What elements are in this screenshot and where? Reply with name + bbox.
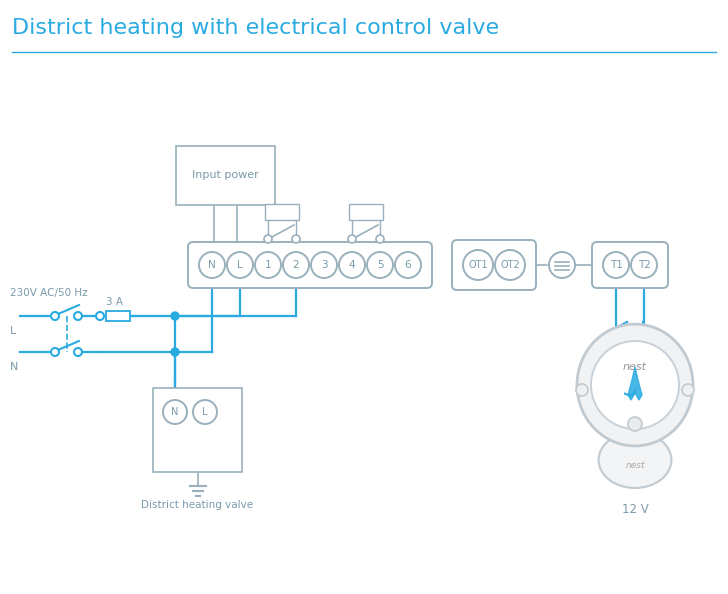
FancyBboxPatch shape: [176, 146, 275, 205]
Circle shape: [51, 312, 59, 320]
Circle shape: [227, 252, 253, 278]
Circle shape: [283, 252, 309, 278]
Circle shape: [628, 417, 642, 431]
Text: 3 A: 3 A: [106, 297, 124, 307]
Circle shape: [51, 348, 59, 356]
Circle shape: [395, 252, 421, 278]
Circle shape: [682, 384, 694, 396]
Text: 2: 2: [293, 260, 299, 270]
Circle shape: [348, 235, 356, 243]
Text: Input power: Input power: [192, 170, 259, 181]
Circle shape: [74, 312, 82, 320]
Circle shape: [163, 400, 187, 424]
Text: District heating with electrical control valve: District heating with electrical control…: [12, 18, 499, 38]
Circle shape: [199, 252, 225, 278]
Circle shape: [376, 235, 384, 243]
Text: T1: T1: [609, 260, 622, 270]
Text: nest: nest: [625, 460, 645, 469]
Ellipse shape: [598, 432, 671, 488]
Text: 12 V: 12 V: [622, 503, 649, 516]
FancyBboxPatch shape: [452, 240, 536, 290]
Circle shape: [171, 348, 179, 356]
FancyBboxPatch shape: [188, 242, 432, 288]
Circle shape: [193, 400, 217, 424]
Text: L: L: [202, 407, 207, 417]
Text: N: N: [171, 407, 178, 417]
Text: T2: T2: [638, 260, 650, 270]
Circle shape: [591, 341, 679, 429]
Text: 5: 5: [376, 260, 384, 270]
Circle shape: [603, 252, 629, 278]
Ellipse shape: [577, 324, 693, 446]
Text: L: L: [10, 326, 16, 336]
Text: N: N: [208, 260, 216, 270]
Polygon shape: [628, 367, 642, 400]
Circle shape: [576, 384, 588, 396]
FancyBboxPatch shape: [106, 311, 130, 321]
FancyBboxPatch shape: [265, 204, 299, 220]
Text: N: N: [10, 362, 18, 372]
FancyBboxPatch shape: [153, 388, 242, 472]
Circle shape: [339, 252, 365, 278]
Text: OT1: OT1: [468, 260, 488, 270]
Text: 230V AC/50 Hz: 230V AC/50 Hz: [10, 288, 87, 298]
Text: 4: 4: [349, 260, 355, 270]
Text: 6: 6: [405, 260, 411, 270]
Text: 1: 1: [265, 260, 272, 270]
Circle shape: [171, 312, 179, 320]
Circle shape: [255, 252, 281, 278]
Circle shape: [495, 250, 525, 280]
Text: 3: 3: [321, 260, 328, 270]
Circle shape: [549, 252, 575, 278]
Circle shape: [264, 235, 272, 243]
Circle shape: [292, 235, 300, 243]
Circle shape: [463, 250, 493, 280]
Circle shape: [367, 252, 393, 278]
FancyBboxPatch shape: [592, 242, 668, 288]
Text: OT2: OT2: [500, 260, 520, 270]
Circle shape: [631, 252, 657, 278]
Circle shape: [74, 348, 82, 356]
Circle shape: [96, 312, 104, 320]
Text: L: L: [237, 260, 243, 270]
Text: District heating valve: District heating valve: [141, 500, 253, 510]
Text: nest: nest: [623, 362, 647, 372]
Circle shape: [311, 252, 337, 278]
FancyBboxPatch shape: [349, 204, 383, 220]
